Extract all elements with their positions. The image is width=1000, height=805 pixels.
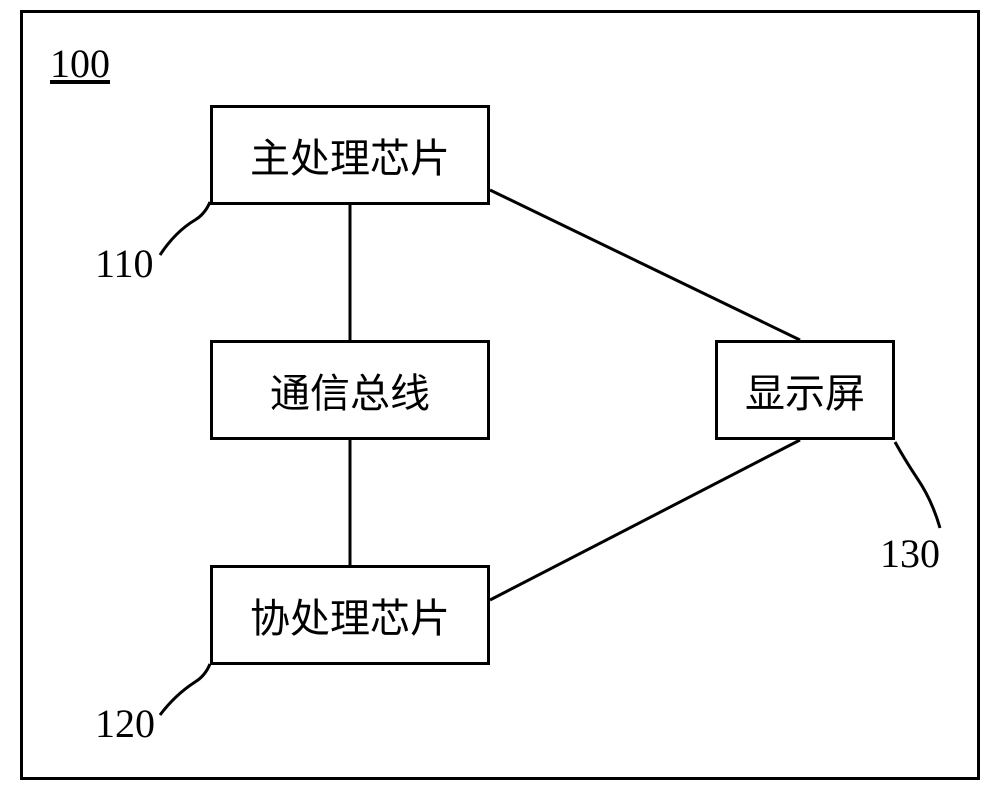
node-co-chip-label: 协处理芯片 [250,586,450,644]
node-display: 显示屏 [715,340,895,440]
ref-label-130: 130 [880,530,940,577]
node-main-chip: 主处理芯片 [210,105,490,205]
diagram-canvas: 100 主处理芯片 通信总线 协处理芯片 显示屏 110 120 130 [0,0,1000,805]
node-bus: 通信总线 [210,340,490,440]
node-co-chip: 协处理芯片 [210,565,490,665]
node-display-label: 显示屏 [745,361,865,419]
node-bus-label: 通信总线 [270,361,430,419]
ref-label-120: 120 [95,700,155,747]
ref-label-110: 110 [95,240,154,287]
frame-title: 100 [50,40,110,87]
node-main-chip-label: 主处理芯片 [250,126,450,184]
